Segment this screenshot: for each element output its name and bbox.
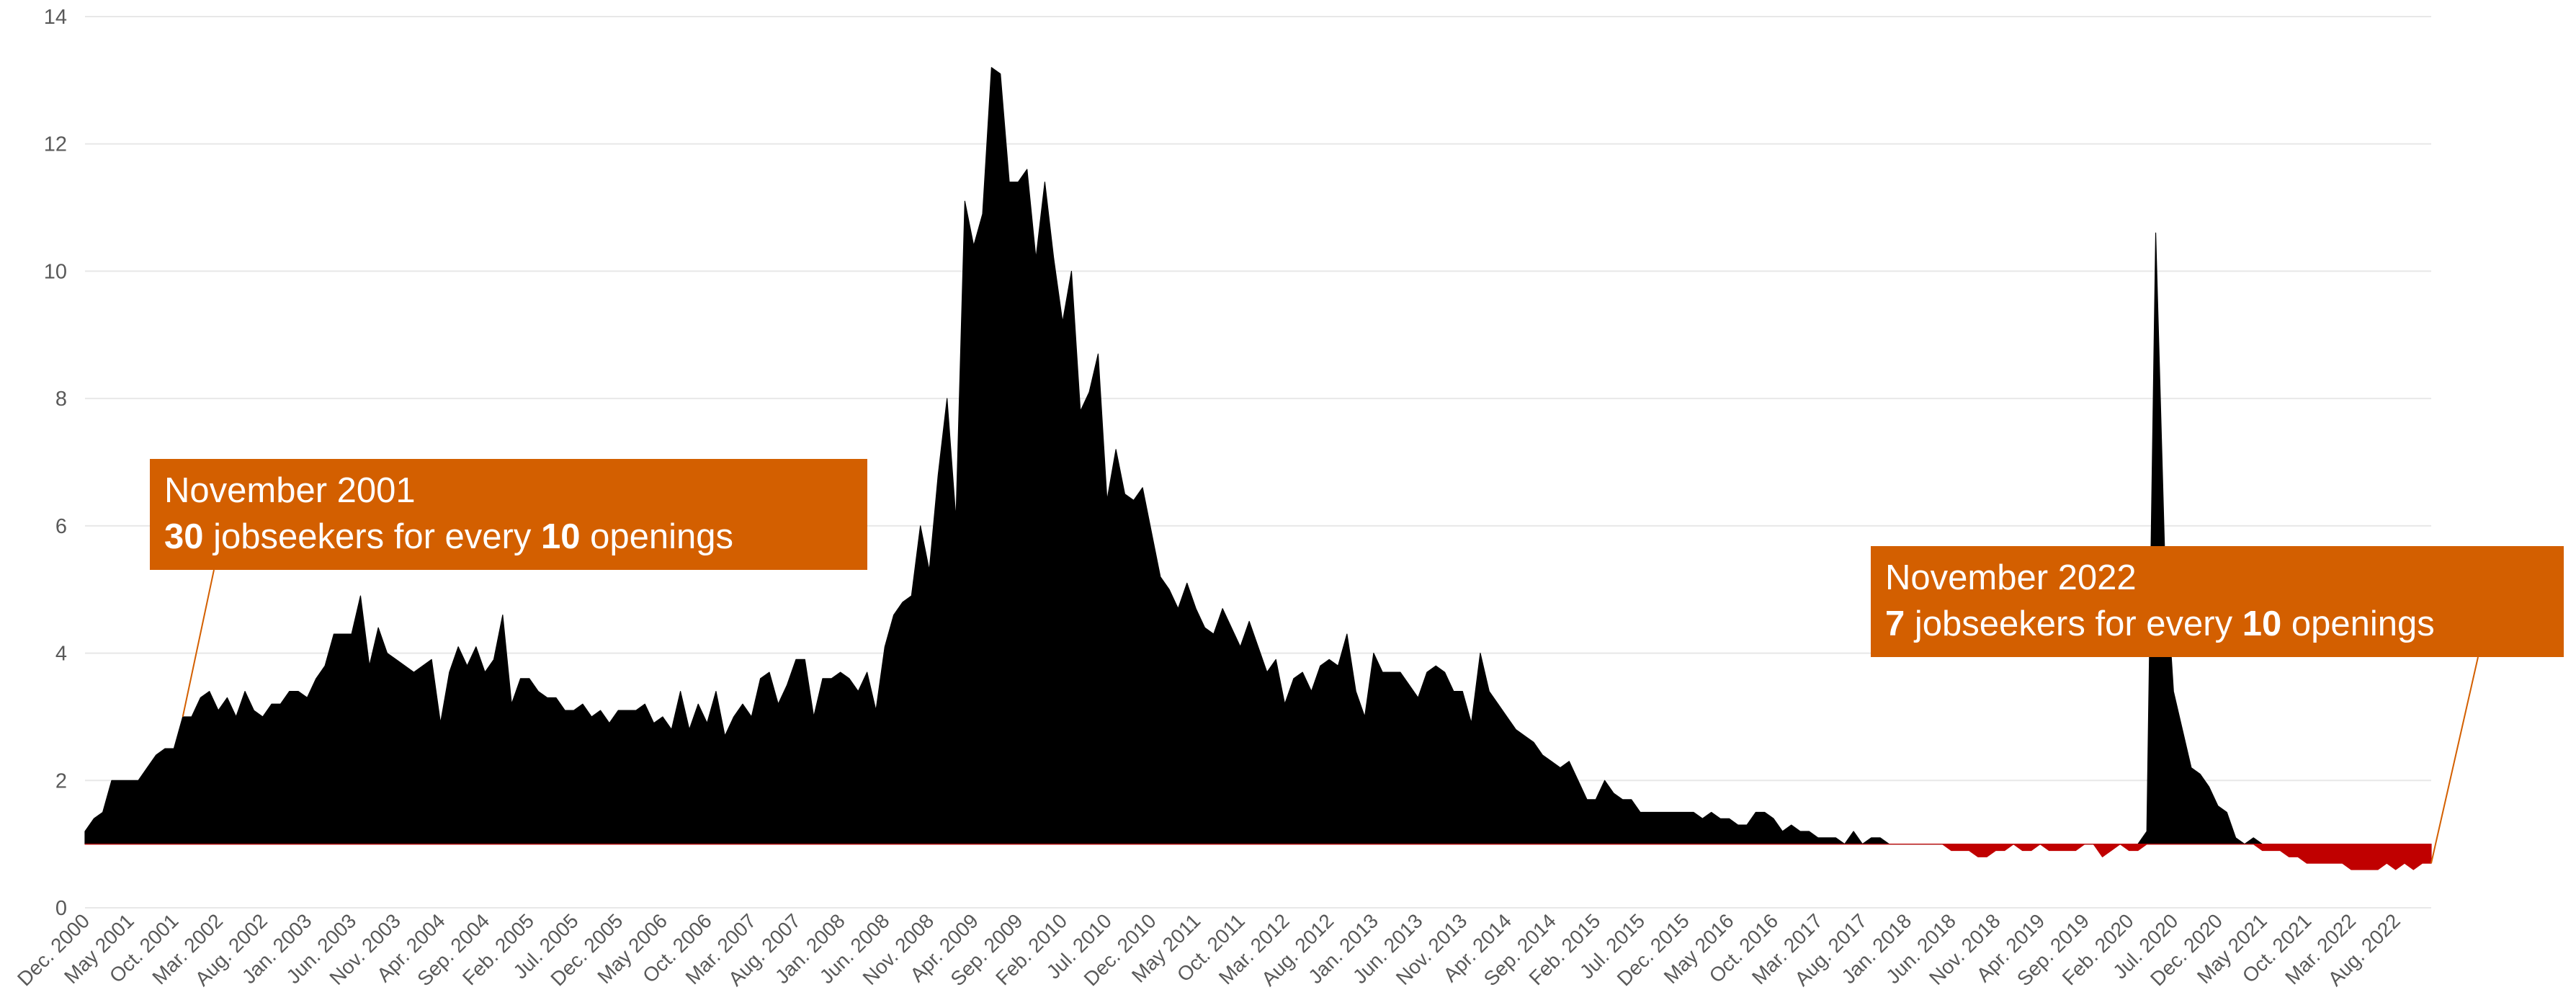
area-series bbox=[84, 67, 2432, 870]
area-below-baseline bbox=[84, 844, 2432, 870]
y-tick-label: 10 bbox=[44, 260, 67, 283]
annotation-number: 10 bbox=[2242, 604, 2282, 643]
annotation-title: November 2022 bbox=[1885, 558, 2137, 597]
annotation-number: 10 bbox=[540, 517, 581, 556]
annotation-leader-line bbox=[182, 569, 215, 718]
annotation-detail: 7 jobseekers for every 10 openings bbox=[1885, 601, 2549, 647]
area-above-baseline bbox=[84, 67, 2432, 845]
y-tick-label: 4 bbox=[55, 643, 67, 666]
annotation-detail: 30 jobseekers for every 10 openings bbox=[164, 514, 853, 560]
y-tick-label: 8 bbox=[55, 388, 67, 411]
y-tick-label: 14 bbox=[44, 6, 67, 29]
annotation-november-2022: November 2022 7 jobseekers for every 10 … bbox=[1871, 546, 2564, 657]
annotation-text: openings bbox=[2281, 604, 2435, 643]
annotation-november-2001: November 2001 30 jobseekers for every 10… bbox=[150, 459, 867, 570]
y-tick-label: 2 bbox=[55, 769, 67, 793]
annotation-text: openings bbox=[580, 517, 733, 556]
annotation-number: 30 bbox=[164, 517, 204, 556]
y-tick-label: 12 bbox=[44, 133, 67, 156]
y-tick-label: 6 bbox=[55, 515, 67, 538]
annotation-text: jobseekers for every bbox=[1905, 604, 2242, 643]
annotation-leader-line bbox=[2430, 656, 2479, 864]
annotation-title: November 2001 bbox=[164, 471, 416, 510]
annotation-text: jobseekers for every bbox=[203, 517, 541, 556]
annotation-leaders bbox=[182, 569, 2479, 864]
annotation-number: 7 bbox=[1885, 604, 1905, 643]
y-axis: 0 2 4 6 8 10 12 14 bbox=[44, 6, 67, 920]
y-tick-label: 0 bbox=[55, 897, 67, 920]
